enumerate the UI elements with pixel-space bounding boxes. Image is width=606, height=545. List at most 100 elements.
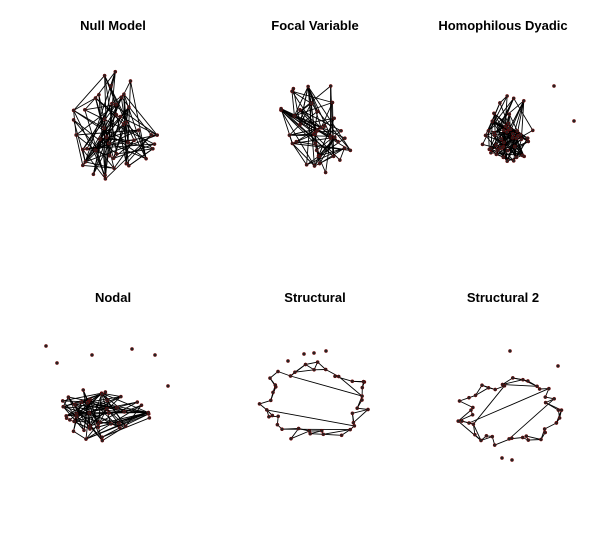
nodes	[257, 349, 370, 441]
network-edge	[294, 102, 333, 117]
network-node	[500, 456, 504, 460]
network-edge	[84, 109, 155, 145]
network-node	[74, 133, 78, 137]
network-edge	[120, 96, 152, 136]
network-node	[460, 419, 464, 423]
network-node	[87, 411, 92, 415]
panel-title: Homophilous Dyadic	[438, 18, 568, 33]
network-node	[355, 406, 360, 411]
network-edge	[499, 102, 509, 124]
network-node	[332, 116, 337, 121]
network-node	[293, 370, 297, 375]
panel-title: Structural	[284, 290, 346, 305]
network-edge	[459, 400, 474, 408]
network-node	[543, 400, 548, 405]
network-node	[103, 177, 108, 181]
network-node	[552, 84, 556, 88]
network-edge	[84, 104, 117, 111]
network-node	[279, 106, 283, 111]
network-node	[484, 433, 489, 438]
network-edge	[319, 137, 336, 157]
network-edge	[62, 392, 102, 402]
nodes	[279, 84, 353, 175]
network-node	[339, 128, 343, 133]
network-node	[510, 135, 515, 140]
edges	[259, 361, 369, 440]
network-edge	[468, 388, 550, 424]
network-node	[72, 419, 76, 424]
network-node	[136, 128, 141, 132]
network-node	[336, 374, 341, 379]
network-node	[313, 141, 318, 146]
network-node	[323, 170, 328, 175]
network-node	[505, 159, 510, 164]
network-node	[314, 148, 319, 153]
network-edge	[544, 422, 557, 430]
network-node	[479, 438, 483, 443]
network-edge	[82, 122, 127, 166]
network-node	[328, 134, 333, 139]
network-node	[84, 437, 88, 441]
network-edge	[291, 91, 295, 116]
network-node	[469, 408, 473, 412]
network-edge	[106, 399, 127, 427]
network-edge	[280, 109, 334, 157]
network-node	[271, 390, 275, 395]
network-node	[333, 374, 337, 379]
nodes	[71, 69, 160, 181]
network-graph	[456, 349, 564, 462]
network-edge	[291, 90, 312, 104]
network-edge	[85, 399, 91, 440]
network-node	[147, 416, 152, 420]
network-node	[503, 124, 508, 129]
network-node	[499, 137, 504, 142]
network-node	[103, 390, 108, 394]
network-edge	[73, 110, 106, 176]
network-node	[554, 421, 559, 425]
network-node	[505, 94, 509, 98]
network-edge	[488, 130, 504, 148]
network-node	[121, 122, 126, 126]
network-edge	[294, 369, 315, 373]
network-node	[331, 154, 336, 159]
network-node	[494, 143, 498, 148]
network-node	[126, 140, 130, 145]
network-node	[307, 429, 312, 433]
network-node	[360, 398, 364, 402]
network-edge	[73, 396, 122, 422]
network-node	[126, 163, 131, 168]
network-node	[471, 405, 475, 410]
network-node	[520, 435, 525, 440]
network-edge	[113, 143, 155, 159]
network-node	[317, 161, 322, 166]
network-edge	[89, 399, 99, 425]
network-edge	[130, 80, 147, 159]
network-edge	[310, 430, 322, 435]
network-edge	[266, 409, 355, 427]
network-node	[106, 411, 111, 415]
panel-null-model: Null Model	[12, 0, 214, 272]
network-edge	[330, 85, 335, 157]
network-node	[110, 101, 114, 106]
network-edge	[318, 118, 335, 157]
network-edge	[299, 111, 318, 125]
network-edge	[105, 134, 152, 180]
network-edge	[289, 124, 301, 136]
network-node	[286, 359, 290, 363]
network-node	[315, 128, 320, 133]
network-node	[107, 153, 112, 158]
network-node	[71, 118, 76, 122]
network-node	[257, 402, 262, 406]
network-edge	[502, 384, 538, 387]
network-node	[81, 388, 86, 392]
network-node	[104, 135, 109, 139]
network-node	[490, 434, 495, 439]
network-node	[312, 367, 316, 372]
network-edge	[102, 425, 126, 441]
network-edge	[62, 400, 89, 403]
network-node	[467, 421, 471, 425]
network-node	[321, 432, 326, 437]
panel-nodal: Nodal	[12, 272, 214, 544]
network-edge	[480, 436, 493, 441]
network-node	[100, 391, 104, 396]
